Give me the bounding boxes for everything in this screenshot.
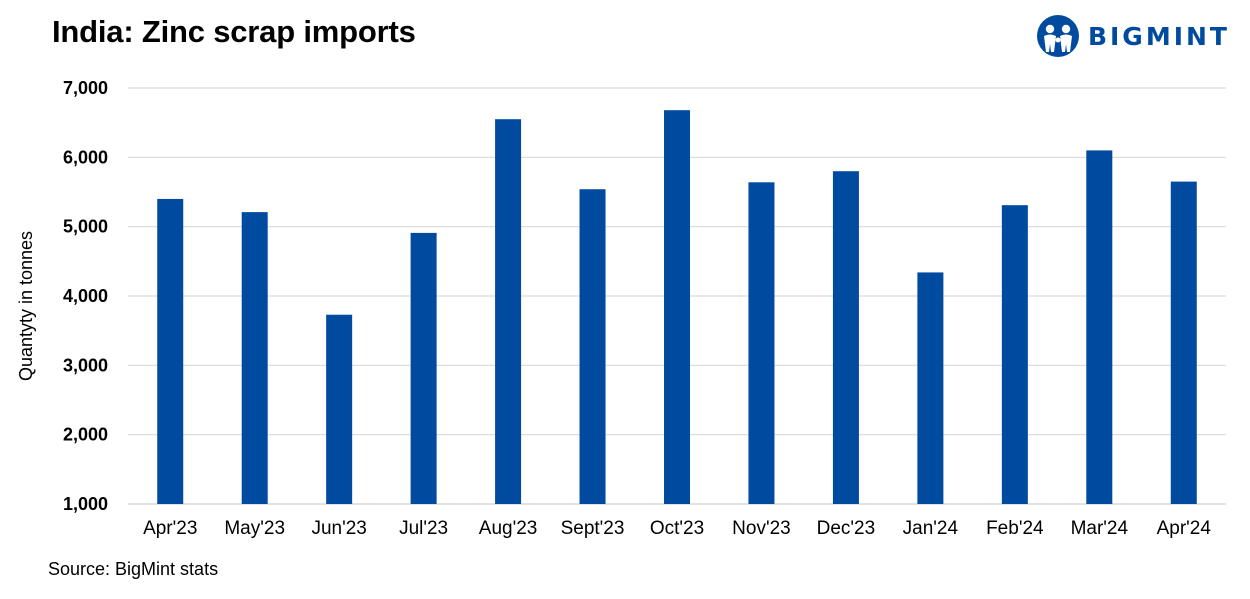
x-tick-label: Oct'23 bbox=[650, 518, 704, 539]
chart-title: India: Zinc scrap imports bbox=[52, 14, 416, 49]
y-tick-label: 5,000 bbox=[63, 217, 108, 237]
x-tick-label: Dec'23 bbox=[817, 518, 876, 539]
x-tick-label: Jun'23 bbox=[311, 518, 366, 539]
y-axis-ticks: 1,000 2,000 3,000 4,000 5,000 6,000 7,000 bbox=[63, 78, 108, 514]
x-tick-label: Jul'23 bbox=[399, 518, 448, 539]
bar bbox=[748, 182, 775, 504]
x-tick-label: Apr'24 bbox=[1157, 518, 1212, 539]
x-tick-label: Mar'24 bbox=[1071, 518, 1129, 539]
x-tick-label: Nov'23 bbox=[732, 518, 791, 539]
x-tick-label: Aug'23 bbox=[479, 518, 538, 539]
bigmint-people-icon bbox=[1036, 15, 1079, 57]
bar bbox=[917, 272, 944, 504]
y-tick-label: 3,000 bbox=[63, 355, 108, 375]
y-tick-label: 2,000 bbox=[63, 425, 108, 445]
y-tick-label: 1,000 bbox=[63, 494, 108, 514]
bars bbox=[157, 110, 1197, 504]
source-note: Source: BigMint stats bbox=[48, 559, 219, 579]
bar bbox=[832, 171, 859, 504]
bar bbox=[1086, 150, 1113, 504]
x-axis-ticks: Apr'23 May'23 Jun'23 Jul'23 Aug'23 Sept'23 Oct… bbox=[143, 518, 1211, 539]
bigmint-logo: BIGMINT bbox=[1036, 14, 1230, 58]
bar bbox=[495, 119, 522, 504]
logo-text: BIGMINT bbox=[1087, 21, 1230, 51]
x-tick-label: May'23 bbox=[224, 518, 285, 539]
y-tick-label: 7,000 bbox=[63, 78, 108, 98]
bar bbox=[410, 232, 437, 504]
y-tick-label: 4,000 bbox=[63, 286, 108, 306]
x-tick-label: Sept'23 bbox=[561, 518, 625, 539]
bar bbox=[157, 198, 184, 504]
y-axis-label: Quantyty in tonnes bbox=[16, 231, 36, 381]
x-tick-label: Jan'24 bbox=[903, 518, 959, 539]
x-tick-label: Feb'24 bbox=[986, 518, 1044, 539]
bar bbox=[326, 314, 353, 504]
y-tick-label: 6,000 bbox=[63, 147, 108, 167]
bar bbox=[664, 110, 690, 504]
bar bbox=[1001, 205, 1028, 504]
bar bbox=[1170, 181, 1197, 504]
bar bbox=[579, 189, 606, 504]
bar bbox=[241, 212, 268, 504]
x-tick-label: Apr'23 bbox=[143, 518, 197, 539]
